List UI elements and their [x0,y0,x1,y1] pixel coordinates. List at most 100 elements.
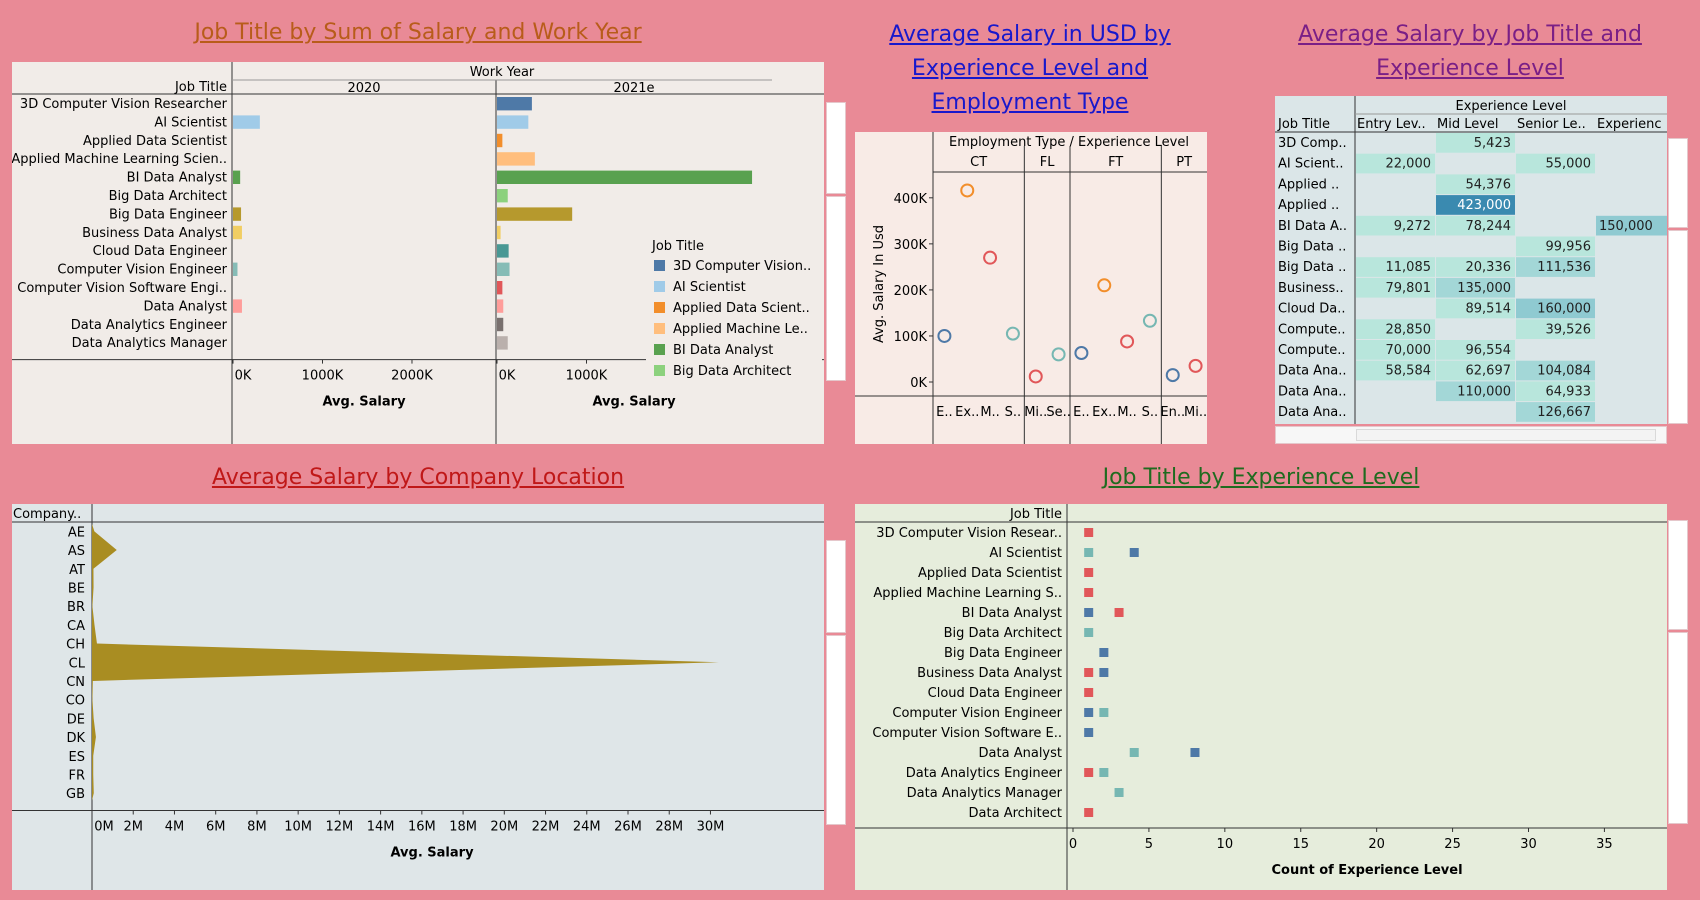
chart-title-salary-by-job-and-experience[interactable]: Average Salary by Job Title and Experien… [1298,22,1642,81]
x-tick-label: 2000K [391,369,433,384]
x-tick-label: 20M [490,820,518,835]
chart-title-salary-by-experience-employment[interactable]: Average Salary in USD by Experience Leve… [889,22,1171,115]
chart-title-salary-by-company-location[interactable]: Average Salary by Company Location [211,465,625,490]
vertical-scrollbar[interactable] [826,196,846,381]
row-label: CL [69,656,86,671]
horizontal-scrollbar[interactable] [1275,426,1667,444]
row-label: 3D Computer Vision Researcher [20,97,228,112]
count-mark [1084,708,1094,717]
x-tick-label: 10M [284,820,312,835]
group-label: FL [1040,155,1055,170]
row-label: Cloud Da.. [1278,302,1346,317]
column-label-2021e: 2021e [613,81,654,96]
scrollbar-thumb[interactable] [1356,429,1656,441]
salary-bar [497,152,535,166]
heatmap-cell [1516,236,1595,257]
row-label: Computer Vision Engineer [892,706,1062,721]
row-label: GB [66,787,85,802]
salary-point [960,183,975,198]
legend-title: Job Title [651,239,704,254]
count-mark [1114,608,1124,617]
vertical-scrollbar[interactable] [826,102,846,194]
row-label: Business Data Analyst [82,226,227,241]
x-tick-label: 26M [614,820,642,835]
salary-point [1120,334,1135,349]
row-label: Business.. [1278,281,1344,296]
row-label: AI Scientist [989,546,1062,561]
cell-value: 64,933 [1546,384,1592,399]
salary-bar [233,262,238,276]
salary-bar [497,115,529,129]
heatmap-cell [1516,381,1595,402]
cell-value: 126,667 [1537,405,1591,420]
salary-heatmap-table: Experience Level Job Title Entry Lev.. Mid … [1275,96,1667,424]
row-label: Big Data .. [1278,260,1346,275]
count-mark [1084,808,1094,817]
heatmap-cell [1356,319,1435,339]
salary-bar [497,299,504,313]
row-label: Compute.. [1278,322,1346,337]
legend-item-label: 3D Computer Vision.. [673,259,811,274]
cell-value: 150,000 [1599,219,1653,234]
y-tick-label: 100K [894,330,928,345]
row-header-label: Company.. [13,507,81,522]
cell-value: 20,336 [1466,260,1512,275]
count-mark [1084,628,1094,637]
x-tick-label: 22M [532,820,560,835]
x-tick-label: 0K [499,369,516,384]
column-header-label: Work Year [470,65,535,80]
cell-value: 96,554 [1466,343,1512,358]
cell-value: 104,084 [1537,364,1591,379]
heatmap-cell [1436,215,1515,236]
x-tick-label: E.. [1073,405,1089,420]
row-label: CN [66,675,85,690]
job-title-salary-panel: Work Year Job Title 2020 2021e 3D Computer V… [12,62,824,444]
cell-value: 39,526 [1546,322,1592,337]
count-mark [1099,708,1109,717]
count-mark [1099,648,1109,657]
x-tick-label: 35 [1596,837,1613,852]
salary-bar [497,133,503,148]
company-location-panel: Company.. AE AS AT BE BR CA CH CL CN CO DE DK ES FR GB 0… [12,504,824,890]
count-mark [1084,568,1094,577]
salary-point [983,250,998,265]
row-label: 3D Comp.. [1278,136,1347,151]
row-label: Data Analytics Manager [907,786,1063,801]
row-label: Computer Vision Software Engi.. [17,281,227,296]
salary-point [1005,326,1020,341]
count-mark [1084,528,1094,537]
vertical-scrollbar[interactable] [1668,230,1688,424]
x-tick-label: 0K [235,369,252,384]
chart-title-job-title-by-experience[interactable]: Job Title by Experience Level [1102,465,1420,490]
salary-bar [497,336,508,350]
vertical-scrollbar[interactable] [1668,632,1688,824]
vertical-scrollbar[interactable] [1668,520,1688,630]
x-tick-label: M.. [1117,405,1136,420]
row-label: ES [69,750,85,765]
vertical-scrollbar[interactable] [826,540,846,633]
row-label: BR [67,600,85,615]
y-axis-title: Avg. Salary In Usd [872,225,887,343]
row-label: BI Data Analyst [127,171,227,186]
cell-value: 62,697 [1466,364,1512,379]
row-label: BI Data Analyst [962,606,1062,621]
cell-value: 70,000 [1386,343,1432,358]
heatmap-cell [1596,215,1667,236]
row-label: Applied .. [1278,198,1339,213]
x-tick-label: 1000K [302,369,344,384]
x-tick-label: 30M [697,820,725,835]
x-axis-title: Avg. Salary [592,395,676,410]
x-tick-label: Mi.. [1184,405,1207,420]
vertical-scrollbar[interactable] [826,635,846,825]
count-mark [1129,748,1139,757]
count-mark [1084,668,1094,677]
count-mark [1084,688,1094,697]
salary-bar [233,225,242,240]
vertical-scrollbar[interactable] [1668,138,1688,228]
row-label: Data Analytics Engineer [71,318,228,333]
cell-value: 28,850 [1386,322,1432,337]
salary-heatmap-panel: Experience Level Job Title Entry Lev.. Mid … [1275,96,1667,424]
chart-title-job-title-by-salary[interactable]: Job Title by Sum of Salary and Work Year [194,20,642,45]
x-tick-label: S.. [1142,405,1159,420]
y-tick-label: 400K [894,192,928,207]
